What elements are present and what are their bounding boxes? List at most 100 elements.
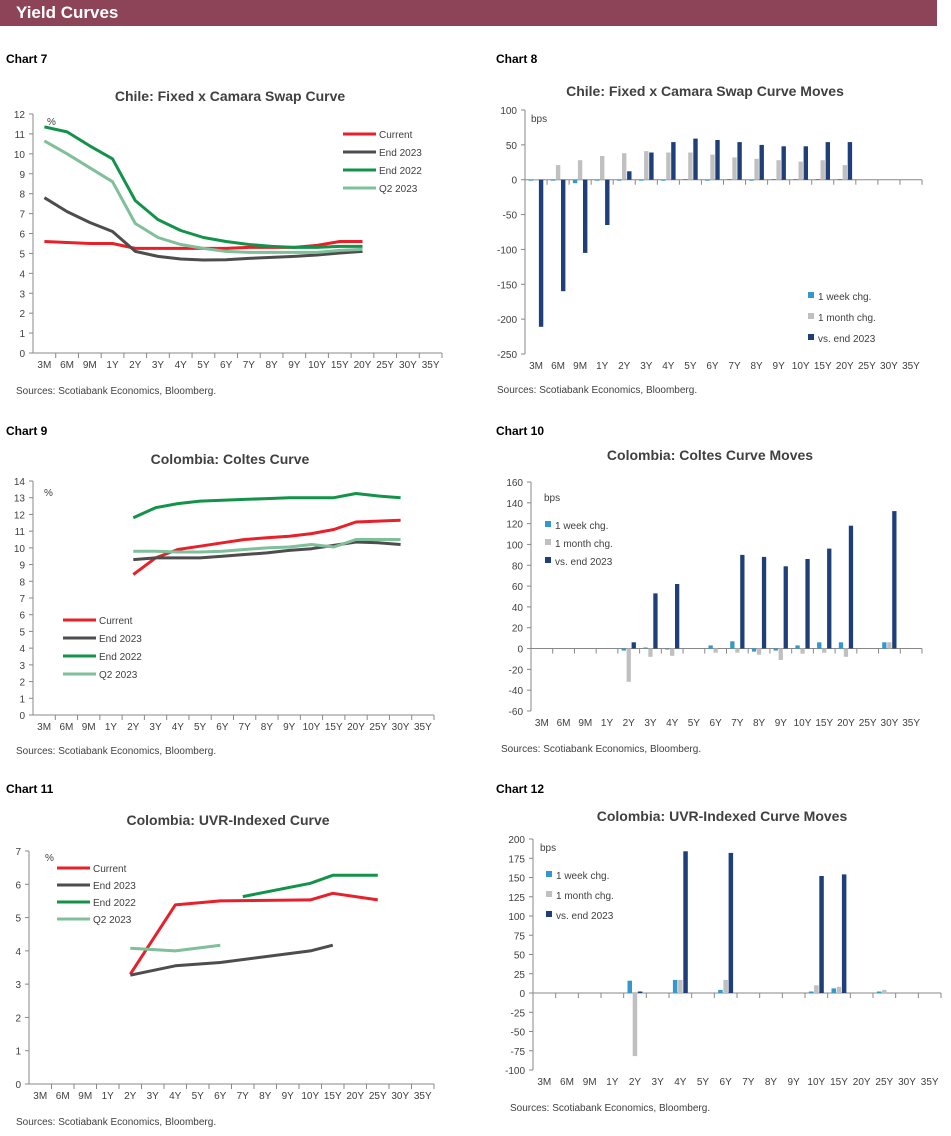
x-tick-label: 9M xyxy=(573,361,587,372)
y-unit-label: bps xyxy=(531,114,547,125)
bar-9y-s2 xyxy=(783,566,788,649)
x-tick-label: 6M xyxy=(56,1091,70,1102)
legend-label: End 2023 xyxy=(93,881,136,892)
bar-9y-s0 xyxy=(773,648,778,651)
x-tick-label: 5Y xyxy=(197,360,210,371)
x-tick-label: 2Y xyxy=(129,360,142,371)
x-tick-label: 2Y xyxy=(623,718,636,729)
bar-6y-s2 xyxy=(728,852,734,993)
bar-25y-s1 xyxy=(882,989,887,993)
chart-11: Chart 11 Colombia: UVR-Indexed Curve Sourc… xyxy=(6,782,435,1128)
x-tick-label: 9M xyxy=(82,722,96,733)
y-tick-label: 14 xyxy=(14,477,26,488)
bar-1y-s2 xyxy=(605,179,610,225)
y-unit-label: bps xyxy=(540,843,556,854)
bar-2y-s1 xyxy=(622,153,627,180)
bar-4y-s1 xyxy=(670,648,675,656)
x-tick-label: 9Y xyxy=(282,1091,295,1102)
x-tick-label: 2Y xyxy=(629,1077,642,1088)
legend-label: Q2 2023 xyxy=(379,184,418,195)
y-tick-label: 5 xyxy=(19,627,25,638)
y-tick-label: 4 xyxy=(19,644,25,655)
y-unit-label: % xyxy=(47,117,56,128)
bar-8y-s2 xyxy=(759,144,764,180)
chart-title: Chile: Fixed x Camara Swap Curve Moves xyxy=(566,83,844,99)
bar-20y-s1 xyxy=(843,648,849,657)
bar-6y-s0 xyxy=(718,989,723,993)
y-tick-label: 4 xyxy=(19,269,25,280)
bar-7y-s1 xyxy=(732,157,737,180)
bar-1y-s1 xyxy=(600,156,605,180)
x-tick-label: 6M xyxy=(59,722,73,733)
bar-2y-s0 xyxy=(617,179,622,181)
y-tick-label: 6 xyxy=(15,880,21,891)
chart-7: Chart 7 Chile: Fixed x Camara Swap Curve S… xyxy=(6,52,443,397)
bar-7y-s2 xyxy=(740,554,745,649)
y-tick-label: -60 xyxy=(509,707,524,718)
x-tick-label: 8Y xyxy=(765,1077,778,1088)
bar-4y-s2 xyxy=(671,142,676,180)
bar-4y-s0 xyxy=(665,648,670,650)
legend-label: Q2 2023 xyxy=(99,670,138,681)
y-tick-label: 0 xyxy=(19,349,25,360)
x-tick-label: 3M xyxy=(535,718,549,729)
bar-15y-s0 xyxy=(815,179,820,180)
y-tick-label: 60 xyxy=(512,582,524,593)
y-tick-label: 0 xyxy=(15,1080,21,1091)
bar-2y-s2 xyxy=(637,991,643,993)
x-tick-label: 25Y xyxy=(369,722,387,733)
x-tick-label: 6Y xyxy=(220,360,233,371)
x-tick-label: 3M xyxy=(529,361,543,372)
x-tick-label: 15Y xyxy=(324,1091,342,1102)
y-tick-label: 3 xyxy=(19,661,25,672)
x-tick-label: 6Y xyxy=(706,361,719,372)
y-tick-label: -150 xyxy=(497,280,517,291)
bar-5y-s1 xyxy=(688,152,693,180)
x-tick-label: 4Y xyxy=(666,718,679,729)
x-tick-label: 7Y xyxy=(728,361,741,372)
legend-label: Current xyxy=(99,616,133,627)
y-tick-label: 2 xyxy=(19,309,25,320)
y-tick-label: -100 xyxy=(497,245,517,256)
bar-6y-s2 xyxy=(715,140,720,180)
y-tick-label: 100 xyxy=(500,106,517,117)
x-tick-label: 3Y xyxy=(147,1091,160,1102)
bar-4y-s2 xyxy=(675,584,680,649)
x-tick-label: 4Y xyxy=(175,360,188,371)
x-tick-label: 9Y xyxy=(775,718,788,729)
bar-6y-s0 xyxy=(705,179,710,181)
legend-label: 1 week chg. xyxy=(556,871,609,882)
y-tick-label: 12 xyxy=(14,510,26,521)
x-tick-label: 20Y xyxy=(837,718,855,729)
legend-label: Q2 2023 xyxy=(93,915,132,926)
series-line-end-2022 xyxy=(132,492,401,520)
x-tick-label: 3M xyxy=(37,360,51,371)
legend-swatch xyxy=(808,292,814,298)
x-tick-label: 7Y xyxy=(742,1077,755,1088)
bar-7y-s0 xyxy=(730,641,735,649)
series-line-end-2022 xyxy=(242,873,378,899)
y-tick-label: 80 xyxy=(512,561,524,572)
bar-3y-s1 xyxy=(644,151,649,180)
bar-9m-s2 xyxy=(583,179,588,253)
legend-label: Current xyxy=(93,864,127,875)
bar-2y-s0 xyxy=(621,648,626,651)
bar-6y-s1 xyxy=(723,979,728,993)
x-tick-label: 3Y xyxy=(640,361,653,372)
y-tick-label: 1 xyxy=(19,329,25,340)
legend-label: 1 week chg. xyxy=(555,521,608,532)
y-tick-label: 8 xyxy=(19,190,25,201)
x-tick-label: 10Y xyxy=(807,1077,825,1088)
x-tick-label: 20Y xyxy=(836,361,854,372)
y-tick-label: 9 xyxy=(19,170,25,181)
x-tick-label: 10Y xyxy=(792,361,810,372)
y-tick-label: 0 xyxy=(517,645,523,656)
x-tick-label: 10Y xyxy=(301,1091,319,1102)
bar-10y-s1 xyxy=(800,648,805,654)
chart-number-label: Chart 12 xyxy=(496,782,544,796)
x-tick-label: 6M xyxy=(557,718,571,729)
y-tick-label: 11 xyxy=(15,527,26,538)
bar-4y-s1 xyxy=(666,152,671,180)
y-tick-label: 1 xyxy=(15,1047,21,1058)
